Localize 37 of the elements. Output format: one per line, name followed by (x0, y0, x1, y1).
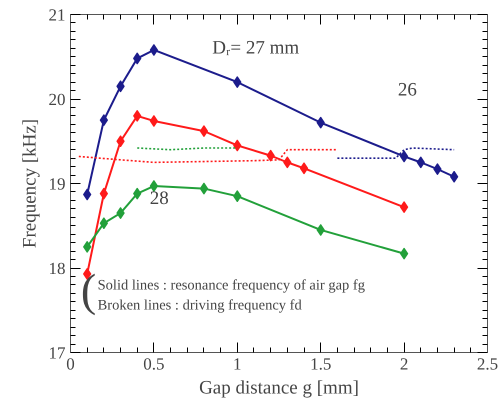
annotation: Broken lines : driving frequency fd (98, 298, 303, 314)
point (266, 150, 275, 162)
point (400, 150, 408, 162)
point (400, 248, 408, 260)
point (283, 156, 292, 168)
point (150, 44, 158, 56)
y-tick-label: 18 (48, 259, 66, 278)
point (400, 201, 408, 214)
point (300, 162, 308, 174)
point (116, 80, 125, 92)
y-tick-label: 20 (48, 90, 66, 109)
point (200, 182, 208, 195)
point (100, 188, 108, 200)
point (116, 207, 125, 220)
point (450, 170, 458, 183)
y-tick-label: 17 (48, 344, 66, 362)
point (116, 135, 125, 148)
x-tick-label: 0 (66, 354, 75, 374)
y-tick-label: 19 (48, 174, 66, 194)
y-tick-label: 21 (48, 6, 66, 24)
annotation: 28 (150, 188, 169, 209)
point (100, 114, 108, 126)
annotation: Solid lines : resonance frequency of air gap fg (98, 277, 365, 294)
x-tick-label: 2.5 (476, 354, 498, 374)
point (150, 114, 158, 127)
point (100, 217, 108, 230)
x-tick-label: 2 (400, 354, 408, 374)
annotation: ( (80, 264, 96, 316)
annotation: Dᵣ= 27 mm (212, 37, 300, 58)
x-tick-label: 0.5 (143, 354, 165, 374)
x-axis-title: Gap distance g [mm] (199, 378, 359, 398)
annotation: 26 (398, 80, 417, 101)
x-tick-label: 1 (233, 354, 242, 374)
point (433, 163, 442, 176)
point (200, 125, 208, 138)
y-axis-title: Frequency [kHz] (20, 118, 40, 248)
x-tick-label: 1.5 (310, 354, 332, 374)
